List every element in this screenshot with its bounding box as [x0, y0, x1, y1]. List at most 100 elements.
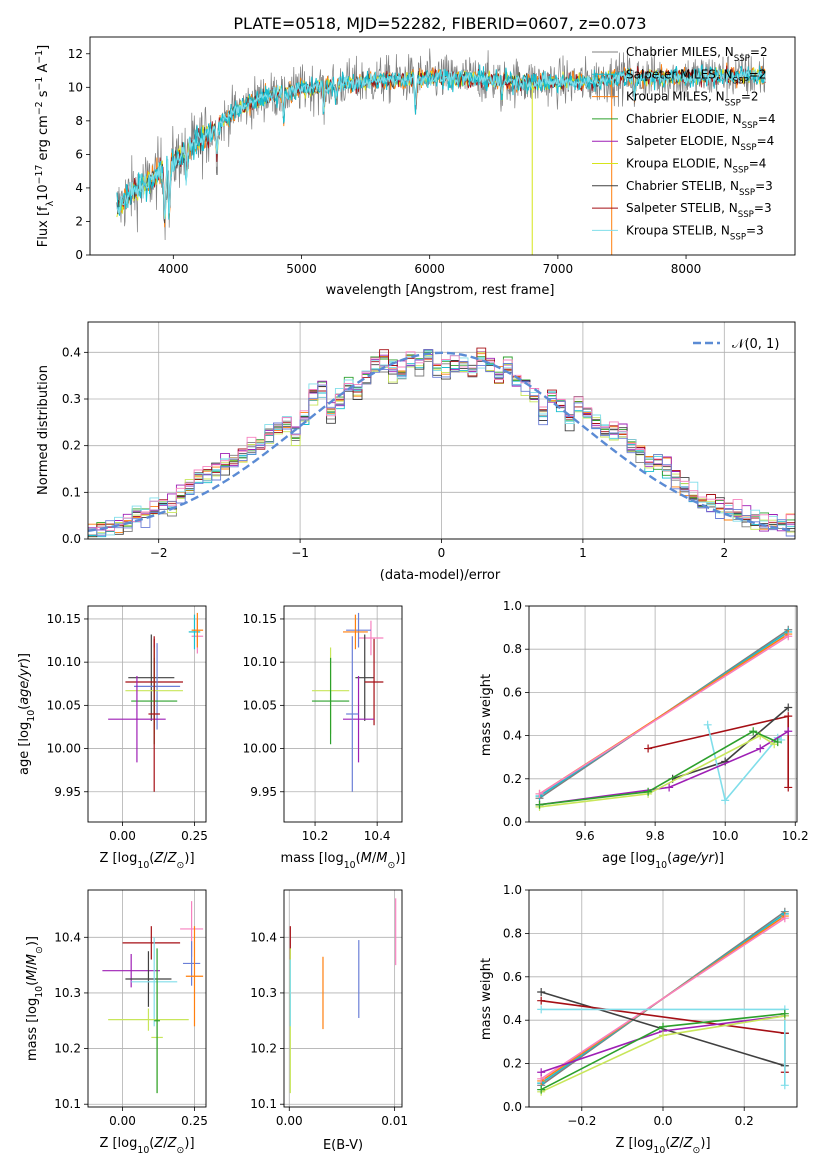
y-tick-label: 10.3 — [250, 986, 277, 1000]
x-tick-label: 0.25 — [181, 829, 208, 843]
errorbar-point — [148, 636, 160, 792]
spectrum-kroupa-stelib — [116, 68, 766, 220]
errorbar-point — [343, 614, 368, 650]
weight-series — [537, 907, 789, 1096]
errorbar-point — [125, 951, 172, 1007]
x-tick-label: 10.2 — [782, 829, 809, 843]
y-tick-label: 0.0 — [62, 532, 81, 546]
x-tick-label: −1 — [291, 546, 309, 560]
y-tick-label: 0.2 — [62, 439, 81, 453]
y-tick-label: 0.0 — [503, 815, 522, 829]
y-tick-label: 4 — [75, 181, 83, 195]
axes-frame — [87, 605, 207, 823]
y-tick-label: 9.95 — [54, 785, 81, 799]
series-marker — [535, 789, 544, 798]
series-marker — [784, 703, 793, 712]
x-tick-label: 5000 — [286, 262, 317, 276]
y-tick-label: 10.15 — [47, 612, 81, 626]
errorbar-point — [311, 657, 350, 745]
series-salpeter-stelib — [644, 712, 793, 792]
x-tick-label: 1 — [579, 546, 587, 560]
series-line — [539, 635, 789, 795]
series-marker — [784, 783, 793, 792]
x-tick-label: 0.00 — [109, 829, 136, 843]
x-tick-label: 0 — [438, 546, 446, 560]
x-axis-label: E(B-V) — [323, 1138, 363, 1153]
y-tick-label: 0.4 — [62, 345, 81, 359]
x-tick-label: 9.6 — [576, 829, 595, 843]
y-tick-label: 10 — [68, 80, 83, 94]
errorbars — [108, 612, 204, 792]
y-tick-label: 1.0 — [503, 883, 522, 897]
series-marker — [756, 744, 765, 753]
errorbar-point — [134, 643, 181, 730]
series-extra-pink — [537, 914, 789, 1083]
errorbar-point — [131, 937, 178, 1027]
series-marker — [537, 996, 546, 1005]
series-marker — [659, 1022, 667, 1031]
x-tick-label: 8000 — [671, 262, 702, 276]
y-tick-label: 0.6 — [503, 685, 522, 699]
legend-entry: Chabrier STELIB, NSSP=3 — [626, 179, 773, 198]
series-marker — [537, 987, 546, 996]
y-tick-label: 0.2 — [503, 772, 522, 786]
x-axis-label: Z [log10(Z/Z⊙)] — [99, 1136, 194, 1156]
y-tick-label: 0.4 — [503, 1013, 522, 1027]
y-tick-label: 10.10 — [243, 655, 277, 669]
x-tick-label: 10.2 — [302, 829, 329, 843]
panel-residuals: (data-model)/error Normed distribution −… — [36, 321, 796, 583]
histogram-steps — [88, 347, 795, 538]
y-tick-label: 0 — [75, 248, 83, 262]
x-tick-label: 2 — [720, 546, 728, 560]
axes-frame — [528, 605, 798, 823]
errorbar-point — [358, 620, 384, 656]
x-axis-label: mass [log10(M/M⊙)] — [281, 851, 406, 871]
legend-entry: Chabrier MILES, NSSP=2 — [626, 45, 768, 64]
y-tick-label: 10.10 — [47, 655, 81, 669]
x-tick-label: 0.01 — [381, 1114, 408, 1128]
legend-entry: Kroupa ELODIE, NSSP=4 — [626, 157, 766, 176]
panel-age-vs-metallicity: 0.00 0.25 9.95 10.00 10.05 10.10 10.15 Z [log10… — [17, 605, 208, 871]
series-line — [539, 730, 789, 806]
y-axis-label: Flux [fλ10−17 erg cm−2 s−1 A−1] — [34, 45, 56, 247]
errorbar-point — [128, 634, 175, 721]
series-marker — [784, 727, 793, 736]
y-tick-label: 0.6 — [503, 970, 522, 984]
x-axis-label: Z [log10(Z/Z⊙)] — [99, 851, 194, 871]
y-tick-label: 10.1 — [54, 1097, 81, 1111]
errorbar-point — [122, 926, 181, 960]
series-extra-lime — [537, 1011, 789, 1096]
y-tick-label: 0.8 — [503, 926, 522, 940]
legend: Chabrier MILES, NSSP=2 Salpeter MILES, NS… — [592, 45, 775, 242]
series-marker — [644, 787, 653, 796]
weight-series — [535, 625, 793, 811]
y-tick-label: 0.2 — [503, 1057, 522, 1071]
series-marker — [537, 1005, 546, 1014]
x-axis-label: age [log10(age/yr)] — [602, 851, 724, 871]
series-line — [539, 734, 775, 808]
x-tick-label: −2 — [150, 546, 168, 560]
axes-frame — [89, 36, 796, 256]
y-tick-label: 0.8 — [503, 642, 522, 656]
axes-frame — [528, 889, 798, 1108]
series-marker — [703, 720, 712, 729]
legend-entry: Salpeter MILES, NSSP=2 — [626, 67, 766, 86]
series-chabrier-elodie — [535, 727, 782, 809]
errorbar-point — [346, 636, 359, 792]
y-tick-label: 8 — [75, 114, 83, 128]
y-tick-label: 0.0 — [503, 1100, 522, 1114]
y-tick-label: 10.2 — [54, 1042, 81, 1056]
y-tick-label: 10.15 — [243, 612, 277, 626]
errorbar-point — [185, 926, 204, 1027]
series-marker — [537, 1068, 546, 1077]
x-tick-label: 0.2 — [735, 1114, 754, 1128]
y-tick-label: 0.3 — [62, 392, 81, 406]
series-marker — [537, 1085, 546, 1094]
legend-entry: Salpeter STELIB, NSSP=3 — [626, 201, 772, 220]
series-kroupa-stelib — [537, 1005, 789, 1090]
y-tick-label: 6 — [75, 147, 83, 161]
series-marker — [780, 1009, 789, 1018]
y-tick-label: 10.00 — [243, 742, 277, 756]
series-marker — [780, 914, 789, 923]
panel-massweight-vs-age: mass weight 9.6 9.8 10.0 10.2 0.0 0.2 0.4 0.6 0.… — [479, 599, 809, 871]
